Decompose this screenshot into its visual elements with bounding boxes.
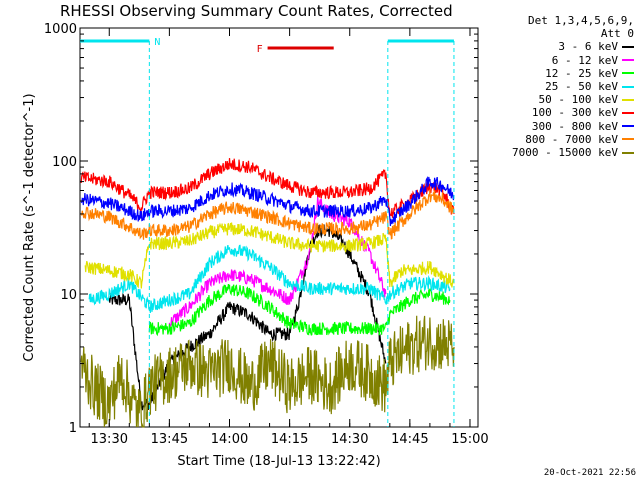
legend-label: 3 - 6 keV	[558, 40, 618, 54]
night-flag-label: N	[154, 37, 160, 48]
series-line-6	[80, 158, 455, 218]
legend-label: 800 - 7000 keV	[525, 132, 618, 146]
legend-swatch	[622, 72, 634, 75]
legend-swatch	[622, 125, 634, 128]
series-line-7	[80, 176, 455, 226]
legend-swatch	[622, 85, 634, 88]
legend-label: 50 - 100 keV	[538, 93, 618, 107]
y-tick-label-2: 10	[60, 288, 77, 303]
legend-item: 300 - 800 keV	[484, 120, 634, 133]
legend-item: 3 - 6 keV	[484, 40, 634, 53]
series-line-8	[80, 189, 455, 240]
legend-label: 12 - 25 keV	[545, 66, 618, 80]
series-line-3	[148, 284, 451, 337]
legend-label: 100 - 300 keV	[531, 106, 618, 120]
legend-swatch	[622, 46, 634, 48]
legend-label: 25 - 50 keV	[545, 80, 618, 94]
legend-item: 100 - 300 keV	[484, 106, 634, 119]
series-5	[84, 222, 455, 289]
y-axis-label: Corrected Count Rate (s^-1 detector^-1)	[22, 93, 37, 361]
legend-label: 7000 - 15000 keV	[512, 146, 618, 160]
series-7	[80, 176, 455, 226]
series-line-2	[168, 195, 387, 330]
flare-flag-label: F	[257, 44, 263, 55]
series-6	[80, 158, 455, 218]
x-tick-label-4: 14:15	[271, 432, 308, 447]
series-9	[80, 315, 455, 428]
series-8	[80, 189, 455, 240]
legend-header-line-2: Att 0	[600, 27, 634, 41]
legend-item: 12 - 25 keV	[484, 67, 634, 80]
legend-swatch	[622, 138, 634, 141]
chart-title: RHESSI Observing Summary Count Rates, Co…	[60, 2, 453, 20]
series-2	[168, 195, 387, 330]
legend: Det 1,3,4,5,6,9, Att 0 3 - 6 keV 6 - 12 k…	[484, 14, 634, 159]
legend-label: 300 - 800 keV	[531, 119, 618, 133]
y-tick-label-1: 1	[69, 421, 77, 436]
x-tick-label-5: 14:30	[331, 432, 368, 447]
y-tick-label-4: 1000	[44, 22, 77, 37]
series-line-5	[84, 222, 455, 289]
legend-header-line-1: Det 1,3,4,5,6,9,	[528, 14, 634, 27]
legend-item: 7000 - 15000 keV	[484, 146, 634, 159]
legend-item: 25 - 50 keV	[484, 80, 634, 93]
legend-label: 6 - 12 keV	[551, 53, 618, 67]
x-tick-label-6: 14:45	[391, 432, 428, 447]
x-axis-label: Start Time (18-Jul-13 13:22:42)	[177, 454, 380, 469]
legend-item: 6 - 12 keV	[484, 54, 634, 67]
plot-frame	[79, 27, 479, 428]
x-tick-label-1: 13:30	[91, 432, 128, 447]
legend-swatch	[622, 112, 634, 115]
x-tick-label-3: 14:00	[211, 432, 248, 447]
y-tick-label-3: 100	[52, 155, 77, 170]
legend-swatch	[622, 59, 634, 62]
datestamp: 20-Oct-2021 22:56	[543, 468, 636, 478]
series-line-9	[80, 315, 455, 428]
x-tick-label-2: 13:45	[151, 432, 188, 447]
legend-item: 50 - 100 keV	[484, 93, 634, 106]
legend-item: 800 - 7000 keV	[484, 133, 634, 146]
legend-swatch	[622, 151, 634, 154]
legend-swatch	[622, 98, 634, 101]
x-tick-label-7: 15:00	[451, 432, 488, 447]
series-3	[148, 284, 451, 337]
